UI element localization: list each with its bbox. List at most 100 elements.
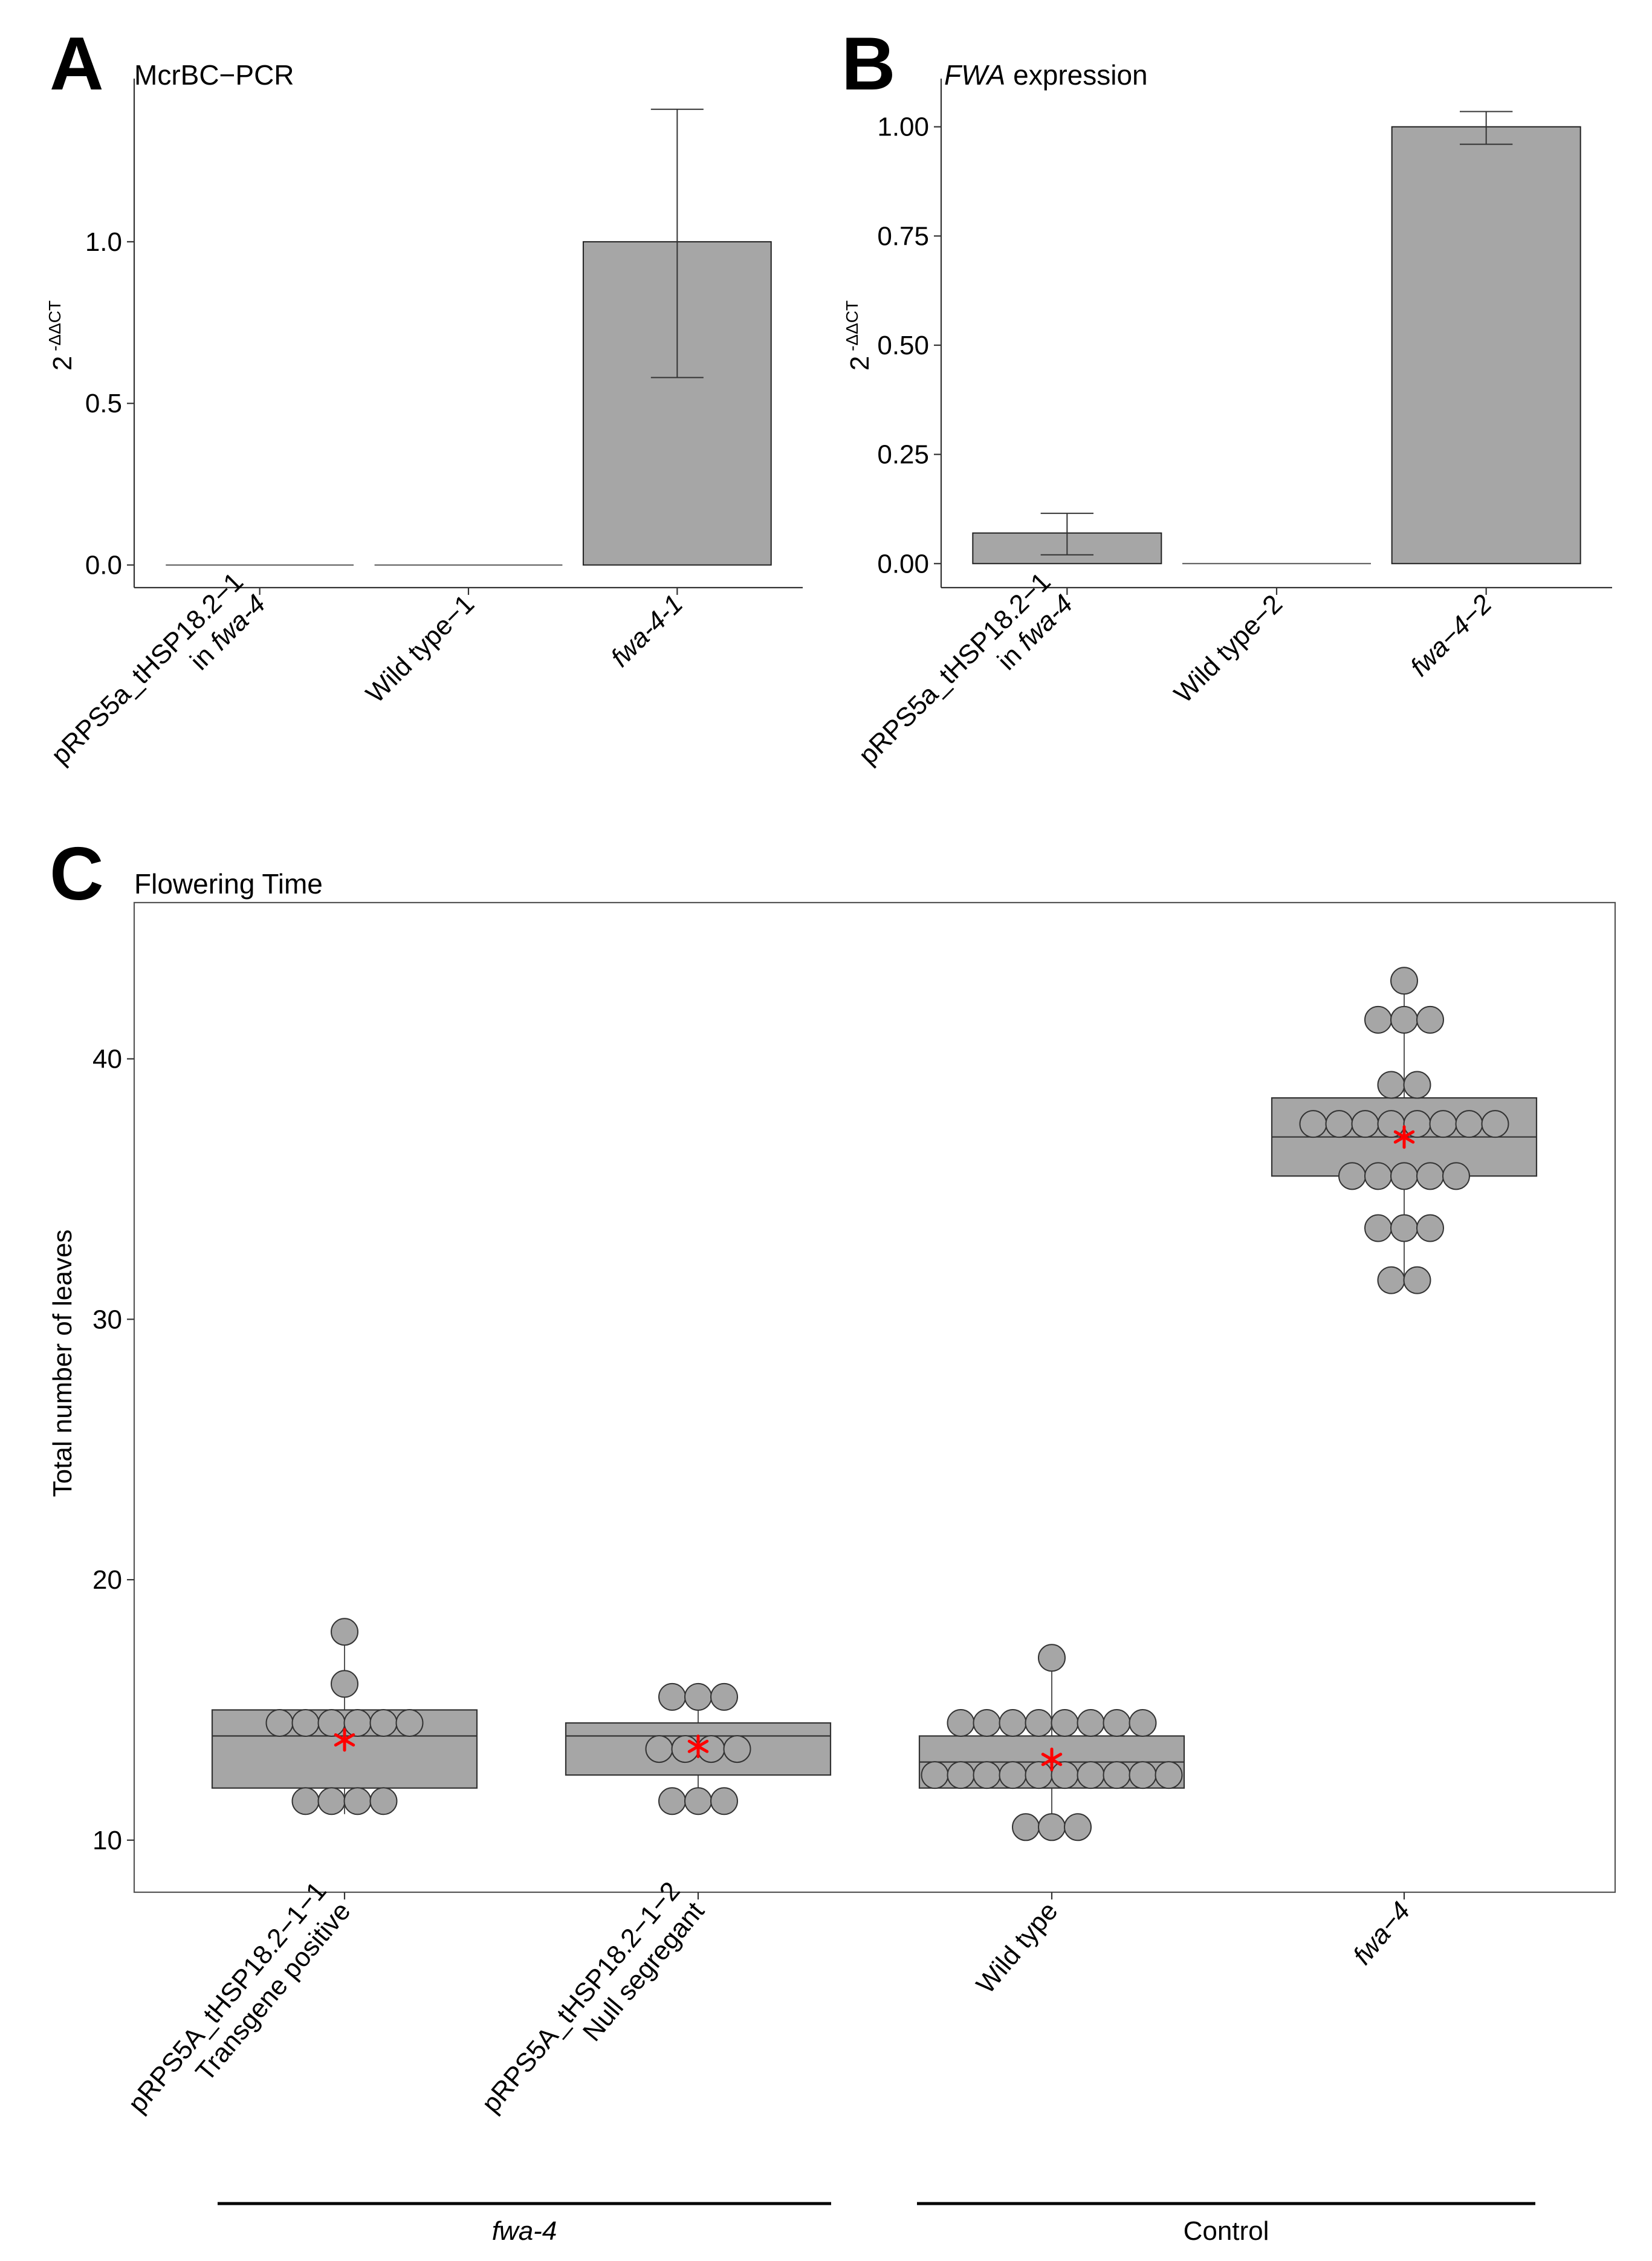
y-label-sup: -ΔΔCT [843,300,861,356]
data-point [291,1787,320,1815]
y-tick-label: 0.5 [85,389,122,418]
data-point [1325,1110,1353,1138]
data-point [1025,1708,1053,1737]
mean-stroke [687,1739,709,1753]
x-tick-label-2-line-1: pRPS5A_tHSP18.2−1−2 [476,1877,686,2119]
data-point [331,1618,358,1646]
data-point [973,1708,1001,1737]
panel-letter-c: C [50,832,104,916]
y-axis-label: 2 -ΔΔCT [45,300,77,371]
data-point [1364,1214,1392,1242]
data-point [947,1708,975,1737]
y-tick-label: 0.0 [85,551,122,580]
x-tick-label-3-line-1: fwa−4−2 [1405,589,1498,682]
series-group [565,1682,832,1815]
data-point [1390,1005,1418,1034]
data-point [1299,1110,1327,1138]
x-tick-label-1-line-1: pRPS5A_tHSP18.2−1−1 [123,1877,332,2119]
data-point [1403,1071,1431,1099]
title-text: expression [1005,59,1147,91]
data-point [1416,1005,1444,1034]
data-point [1155,1761,1183,1789]
data-point [973,1761,1001,1789]
mean-marker [334,1728,355,1752]
data-point [1077,1761,1105,1789]
mean-marker [1041,1747,1063,1771]
y-tick-label: 0.25 [877,440,929,470]
data-point [1338,1162,1366,1190]
mean-marker [687,1734,709,1759]
data-point [1051,1761,1079,1789]
y-tick-label: 10 [92,1826,122,1855]
data-point [1390,1162,1418,1190]
panel-a: A McrBC−PCR 0.0 0.5 1.0 2 -ΔΔCT pRPS5a_tHSP18.… [45,22,803,770]
data-point [1377,1071,1405,1099]
mean-stroke [1041,1753,1063,1766]
data-point [1416,1214,1444,1242]
data-point [1416,1162,1444,1190]
title-text: McrBC−PCR [134,59,294,91]
series-group [211,1618,478,1815]
data-point [921,1761,949,1789]
data-point [1103,1761,1131,1789]
x-tick-label-4-line-1: fwa−4 [1347,1896,1416,1970]
data-point [331,1670,358,1698]
data-point [1064,1813,1092,1841]
x-tick-label-1-line-1: pRPS5a_tHSP18.2−1 [45,567,248,770]
data-point [1429,1110,1457,1138]
series-group [918,1644,1185,1841]
data-point [1364,1005,1392,1034]
data-point [1051,1708,1079,1737]
data-point [658,1787,686,1815]
panel-title: Flowering Time [134,868,323,900]
y-tick-label: 0.75 [877,221,929,251]
data-point [723,1735,751,1763]
data-point [1390,1214,1418,1242]
group-label: fwa-4 [492,2216,557,2246]
data-point [343,1708,372,1737]
data-point [1077,1708,1105,1737]
data-point [710,1682,738,1711]
data-point [369,1787,398,1815]
data-point [395,1708,424,1737]
panel-b: B FWA expression 0.00 0.25 0.50 0.75 1.00 2 -ΔΔ… [841,22,1612,770]
y-tick-label: 30 [92,1305,122,1334]
data-point [684,1787,712,1815]
x-tick-label-1-line-1: pRPS5a_tHSP18.2−1 [853,567,1056,770]
mean-marker [1393,1125,1415,1149]
x-tick-label-3-line-1: fwa-4-1 [605,589,688,672]
data-point [1403,1266,1431,1294]
y-label-base: 2 [845,356,875,371]
data-point [1012,1813,1040,1841]
data-point [1129,1761,1157,1789]
panel-title: McrBC−PCR [134,59,294,91]
data-point [1377,1266,1405,1294]
data-point [291,1708,320,1737]
data-point [710,1787,738,1815]
data-point [343,1787,372,1815]
y-axis-label: 2 -ΔΔCT [843,300,875,371]
data-point [1481,1110,1509,1138]
y-tick-label: 1.00 [877,112,929,142]
panel-letter-a: A [50,22,104,106]
y-tick-label: 1.0 [85,227,122,257]
data-point [1038,1644,1066,1672]
y-label-sup: -ΔΔCT [45,300,64,356]
panel-c: C Flowering Time 10 20 30 40 Total number of l… [48,832,1616,2246]
data-point [684,1682,712,1711]
data-point [999,1761,1027,1789]
data-point [658,1682,686,1711]
data-point [1129,1708,1157,1737]
y-tick-label: 0.50 [877,331,929,360]
data-point [317,1708,346,1737]
data-point [1351,1110,1379,1138]
group-label: Control [1184,2216,1269,2246]
x-tick-label-2-line-1: Wild type−2 [1168,589,1288,709]
y-tick-label: 40 [92,1044,122,1074]
plot-frame [133,901,1616,1893]
y-label-base: 2 [48,356,77,371]
data-point [1364,1162,1392,1190]
data-point [1038,1813,1066,1841]
panel-title: FWA expression [944,59,1148,91]
